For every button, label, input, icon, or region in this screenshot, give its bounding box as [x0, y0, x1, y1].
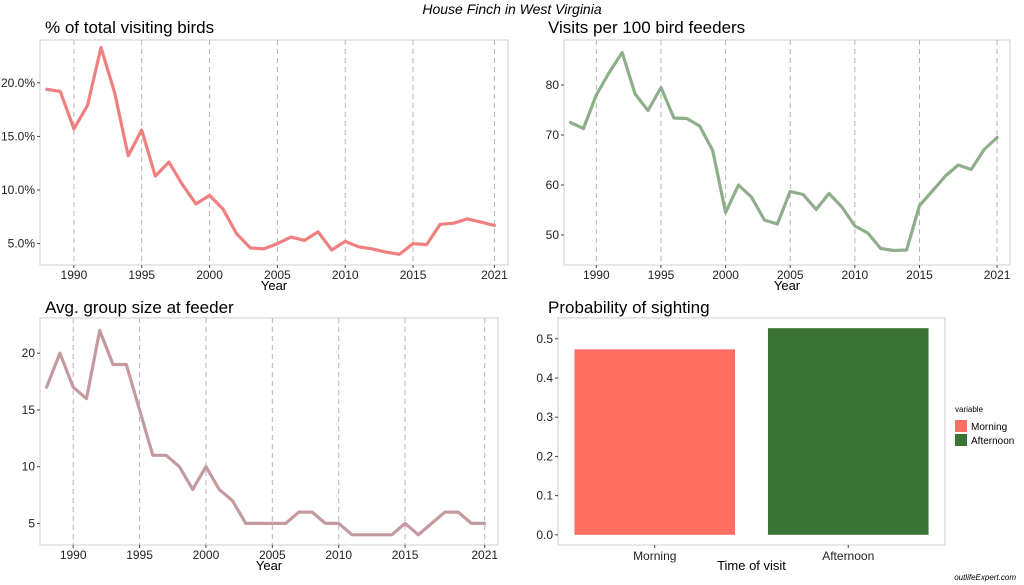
y-tick-label: 10	[22, 460, 36, 474]
x-axis-label: Time of visit	[717, 558, 786, 573]
panel-visits-per-feeders: Visits per 100 bird feeders 1990 1995 2000 2…	[546, 18, 1011, 293]
x-tick-label: 2005	[259, 548, 286, 562]
credit-watermark: outlifeExpert.com	[954, 573, 1016, 582]
y-tick-label: 80	[546, 78, 560, 92]
x-axis-label: Year	[256, 558, 283, 573]
y-tick-label: 50	[546, 228, 560, 242]
x-tick-label: 2010	[332, 268, 359, 282]
y-tick-label: 70	[546, 128, 560, 142]
panel-group-size: Avg. group size at feeder 1990 1995 2000 200…	[22, 298, 499, 573]
y-tick-label: 5.0%	[8, 237, 36, 251]
y-tick-label: 10.0%	[1, 183, 35, 197]
legend-swatch	[955, 434, 967, 446]
panel-title: Avg. group size at feeder	[45, 298, 234, 317]
x-tick-label: 2000	[193, 548, 220, 562]
x-tick-label: 1990	[583, 268, 610, 282]
x-tick-label: 2015	[906, 268, 933, 282]
y-tick-label: 0.4	[536, 371, 553, 385]
plot-frame	[39, 39, 509, 266]
y-tick-label: 0.3	[536, 410, 553, 424]
x-tick-label: 2010	[842, 268, 869, 282]
x-tick-label: Morning	[633, 549, 676, 563]
panel-title: Probability of sighting	[548, 298, 710, 317]
plot-frame	[39, 317, 499, 546]
figure-title: House Finch in West Virginia	[422, 1, 601, 17]
legend-title: variable	[955, 405, 984, 414]
x-axis-label: Year	[774, 278, 801, 293]
y-tick-label: 5	[28, 516, 35, 530]
x-tick-label: 1990	[61, 268, 88, 282]
series-line	[568, 50, 999, 253]
x-tick-label: 1990	[60, 548, 87, 562]
panel-title: % of total visiting birds	[45, 18, 214, 37]
y-tick-label: 60	[546, 178, 560, 192]
x-tick-label: 2000	[196, 268, 223, 282]
x-tick-label: 1995	[128, 268, 155, 282]
y-tick-label: 15.0%	[1, 129, 35, 143]
x-tick-label: 2021	[984, 268, 1011, 282]
x-tick-label: 1995	[648, 268, 675, 282]
x-tick-label: 2021	[471, 548, 498, 562]
legend-swatch	[955, 420, 967, 432]
panel-title: Visits per 100 bird feeders	[548, 18, 745, 37]
legend-entry: Afternoon	[971, 436, 1014, 447]
x-tick-label: 2021	[481, 268, 508, 282]
x-tick-label: Afternoon	[822, 549, 874, 563]
legend-entry: Morning	[971, 422, 1007, 433]
y-tick-label: 0.2	[536, 449, 553, 463]
x-axis-label: Year	[261, 278, 288, 293]
legend: variable Morning Afternoon	[955, 405, 1014, 447]
panel-percent-visiting: % of total visiting birds 1990 1995 2000 200…	[1, 18, 509, 293]
x-tick-label: 2010	[325, 548, 352, 562]
x-tick-label: 2000	[712, 268, 739, 282]
y-tick-label: 20	[22, 346, 36, 360]
y-tick-label: 15	[22, 403, 36, 417]
x-tick-label: 2015	[400, 268, 427, 282]
panel-probability-sighting: Probability of sighting 0.0 0.1 0.2 0.3 0.4 0.…	[536, 298, 1014, 573]
y-tick-label: 0.5	[536, 332, 553, 346]
y-tick-label: 20.0%	[1, 76, 35, 90]
x-tick-label: 1995	[126, 548, 153, 562]
bar-afternoon	[767, 328, 929, 535]
y-tick-label: 0.1	[536, 489, 553, 503]
plot-frame	[563, 39, 1011, 266]
y-tick-label: 0.0	[536, 528, 553, 542]
bar-morning	[574, 349, 736, 535]
x-tick-label: 2005	[777, 268, 804, 282]
x-tick-label: 2015	[392, 548, 419, 562]
series-line	[45, 45, 496, 256]
x-tick-label: 2005	[264, 268, 291, 282]
series-line	[45, 328, 487, 537]
